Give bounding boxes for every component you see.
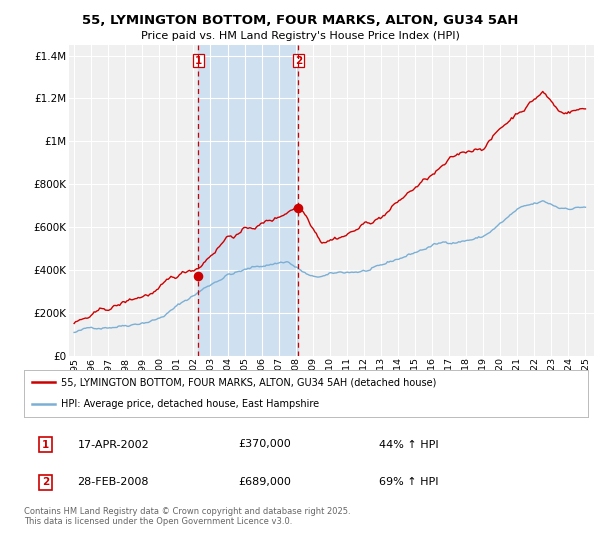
Bar [199, 45, 298, 356]
Text: 28-FEB-2008: 28-FEB-2008 [77, 477, 149, 487]
Text: 69% ↑ HPI: 69% ↑ HPI [379, 477, 439, 487]
Text: 55, LYMINGTON BOTTOM, FOUR MARKS, ALTON, GU34 5AH: 55, LYMINGTON BOTTOM, FOUR MARKS, ALTON,… [82, 14, 518, 27]
Text: Contains HM Land Registry data © Crown copyright and database right 2025.
This d: Contains HM Land Registry data © Crown c… [24, 507, 350, 526]
Text: 2: 2 [295, 55, 302, 66]
Text: £370,000: £370,000 [238, 440, 291, 450]
Text: 55, LYMINGTON BOTTOM, FOUR MARKS, ALTON, GU34 5AH (detached house): 55, LYMINGTON BOTTOM, FOUR MARKS, ALTON,… [61, 377, 436, 388]
Text: HPI: Average price, detached house, East Hampshire: HPI: Average price, detached house, East… [61, 399, 319, 409]
Text: Price paid vs. HM Land Registry's House Price Index (HPI): Price paid vs. HM Land Registry's House … [140, 31, 460, 41]
Text: 44% ↑ HPI: 44% ↑ HPI [379, 440, 439, 450]
Point [194, 272, 203, 281]
Text: 1: 1 [42, 440, 49, 450]
Text: 17-APR-2002: 17-APR-2002 [77, 440, 149, 450]
Point [293, 203, 303, 212]
Text: 1: 1 [195, 55, 202, 66]
Text: 2: 2 [42, 477, 49, 487]
Text: £689,000: £689,000 [238, 477, 291, 487]
